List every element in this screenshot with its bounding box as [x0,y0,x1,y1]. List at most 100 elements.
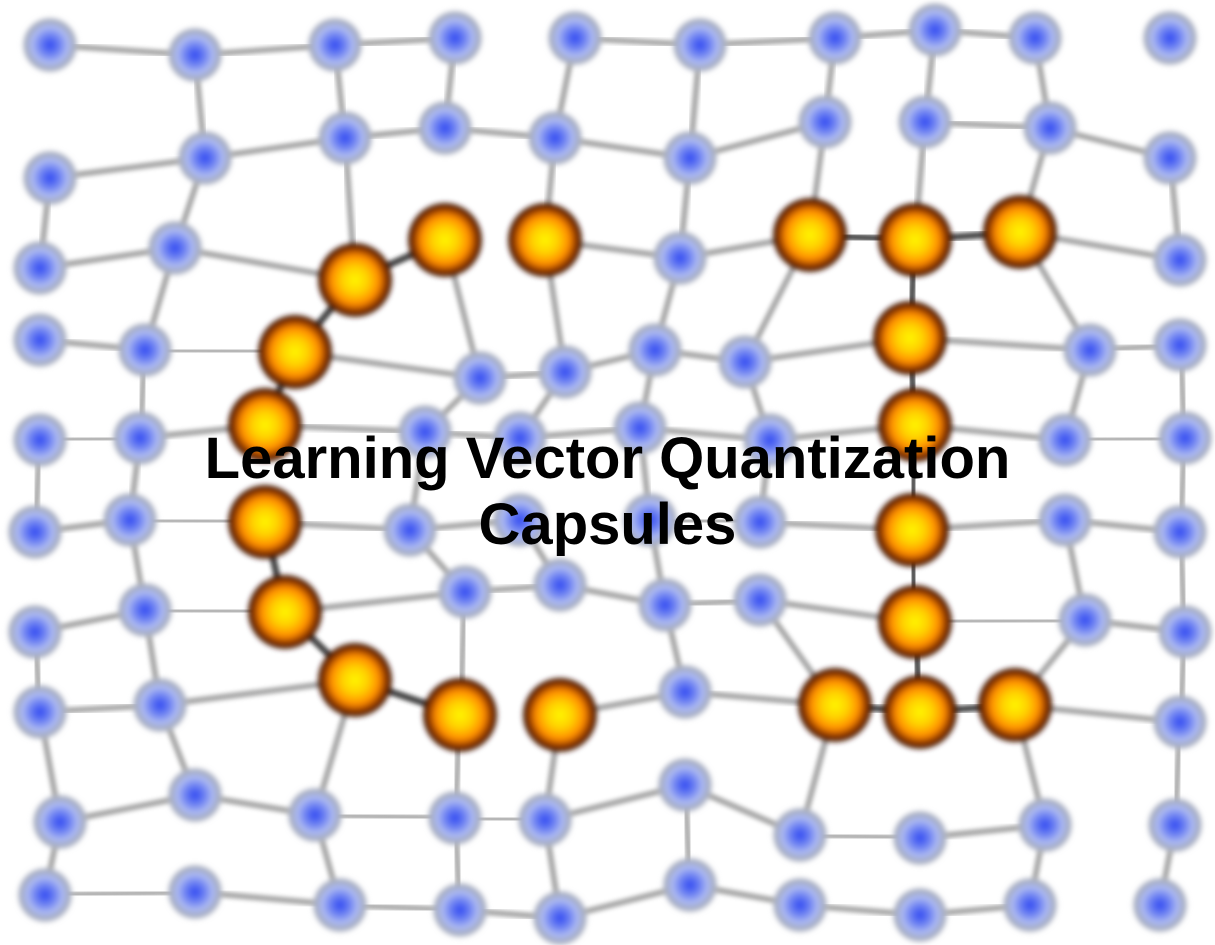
orange-capsule-node [523,678,597,752]
diagram-title-line-1: Learning Vector Quantization [204,426,1011,491]
diagram-title-line-2: Capsules [478,492,737,557]
blue-prototype-node [1058,593,1112,647]
blue-prototype-node [1038,413,1092,467]
orange-capsule-node [883,675,957,749]
blue-prototype-node [733,495,787,549]
blue-prototype-node [493,493,547,547]
orange-capsule-node [873,301,947,375]
blue-prototype-node [1038,493,1092,547]
blue-prototype-node [1153,505,1207,559]
blue-prototype-node [1143,11,1197,65]
orange-capsule-node [983,195,1057,269]
blue-prototype-node [898,95,952,149]
blue-prototype-node [318,111,372,165]
blue-prototype-node [33,795,87,849]
orange-capsule-node [258,315,332,389]
blue-prototype-node [23,18,77,72]
blue-prototype-node [673,18,727,72]
blue-prototype-node [1063,323,1117,377]
blue-prototype-node [398,405,452,459]
blue-prototype-node [623,493,677,547]
blue-prototype-node [313,878,367,932]
blue-prototype-node [773,808,827,862]
blue-prototype-node [118,583,172,637]
orange-capsule-node [978,668,1052,742]
blue-prototype-node [893,811,947,865]
blue-prototype-node [13,413,67,467]
blue-prototype-node [718,335,772,389]
blue-prototype-node [118,323,172,377]
blue-prototype-node [493,411,547,465]
blue-prototype-node [658,758,712,812]
blue-prototype-node [453,351,507,405]
blue-prototype-node [383,503,437,557]
orange-capsule-node [875,493,949,567]
blue-prototype-node [808,11,862,65]
blue-prototype-node [438,565,492,619]
blue-prototype-node [653,231,707,285]
blue-prototype-node [428,11,482,65]
blue-prototype-node [103,493,157,547]
blue-prototype-node [18,868,72,922]
blue-prototype-node [433,883,487,937]
blue-prototype-node [113,411,167,465]
blue-prototype-node [8,505,62,559]
orange-capsule-node [228,388,302,462]
blue-prototype-node [288,788,342,842]
blue-prototype-node [628,323,682,377]
diagram-title: Learning Vector Quantization Capsules [0,426,1215,558]
blue-prototype-node [1133,878,1187,932]
blue-prototype-node [1008,11,1062,65]
blue-prototype-node [13,313,67,367]
orange-capsule-node [318,643,392,717]
blue-prototype-node [178,131,232,185]
blue-prototype-node [13,241,67,295]
orange-capsule-node [878,388,952,462]
blue-prototype-node [533,558,587,612]
network-nodes [8,3,1212,945]
blue-prototype-node [428,791,482,845]
blue-prototype-node [528,111,582,165]
orange-capsule-node [228,485,302,559]
blue-prototype-node [1153,695,1207,749]
orange-capsule-node [508,203,582,277]
blue-prototype-node [908,3,962,57]
orange-capsule-node [878,203,952,277]
blue-prototype-node [13,685,67,739]
blue-prototype-node [418,101,472,155]
blue-prototype-node [538,345,592,399]
blue-prototype-node [1143,131,1197,185]
blue-prototype-node [613,401,667,455]
blue-prototype-node [663,131,717,185]
blue-prototype-node [658,665,712,719]
blue-prototype-node [168,28,222,82]
orange-capsule-node [878,585,952,659]
orange-capsule-node [773,198,847,272]
blue-prototype-node [168,768,222,822]
blue-prototype-node [23,151,77,205]
blue-prototype-node [548,11,602,65]
blue-prototype-node [133,678,187,732]
blue-prototype-node [518,793,572,847]
blue-prototype-node [148,221,202,275]
blue-prototype-node [798,95,852,149]
blue-prototype-node [733,573,787,627]
blue-prototype-node [1148,798,1202,852]
blue-prototype-node [893,888,947,942]
orange-capsule-node [798,668,872,742]
blue-prototype-node [8,605,62,659]
orange-capsule-node [423,678,497,752]
blue-prototype-node [743,413,797,467]
blue-prototype-node [1023,101,1077,155]
blue-prototype-node [638,578,692,632]
blue-prototype-node [1158,605,1212,659]
blue-prototype-node [308,18,362,72]
blue-prototype-node [1153,318,1207,372]
blue-prototype-node [533,891,587,945]
blue-prototype-node [1158,411,1212,465]
blue-prototype-node [663,858,717,912]
blue-prototype-node [773,878,827,932]
orange-capsule-node [408,203,482,277]
